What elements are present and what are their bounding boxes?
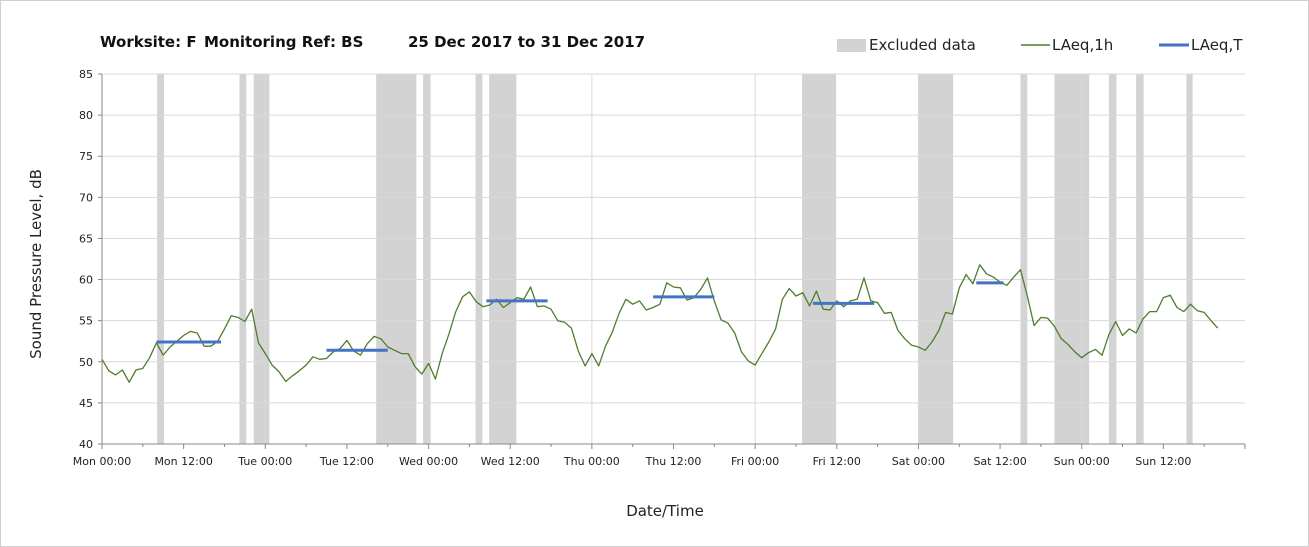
excluded-band: [1020, 74, 1028, 444]
x-tick-label: Mon 00:00: [73, 455, 131, 468]
chart-title-date-range: 25 Dec 2017 to 31 Dec 2017: [408, 33, 645, 51]
y-tick-label: 60: [79, 274, 93, 287]
excluded-data-bands: [157, 74, 1193, 444]
x-tick-label: Wed 00:00: [399, 455, 458, 468]
excluded-band: [253, 74, 270, 444]
excluded-band: [1054, 74, 1090, 444]
legend-excluded-swatch: [837, 39, 866, 52]
excluded-band: [1136, 74, 1144, 444]
excluded-band: [157, 74, 164, 444]
x-tick-label: Fri 00:00: [731, 455, 779, 468]
x-tick-label: Thu 00:00: [563, 455, 620, 468]
legend-laeq-1h-label: LAeq,1h: [1052, 36, 1113, 54]
y-tick-label: 65: [79, 232, 93, 245]
x-tick-label: Tue 12:00: [319, 455, 374, 468]
axes: [98, 73, 1246, 449]
y-tick-label: 70: [79, 191, 93, 204]
y-tick-label: 80: [79, 109, 93, 122]
excluded-band: [239, 74, 247, 444]
excluded-band: [1108, 74, 1117, 444]
gridlines: [102, 73, 1245, 444]
excluded-band: [423, 74, 431, 444]
series-layer: [101, 264, 1219, 383]
excluded-band: [1186, 74, 1193, 444]
y-tick-labels: 40 45 50 55 60 65 70 75 80 85: [79, 68, 93, 451]
excluded-band: [802, 74, 837, 444]
excluded-band: [918, 74, 954, 444]
legend-excluded-label: Excluded data: [869, 36, 976, 54]
x-tick-label: Mon 12:00: [154, 455, 212, 468]
y-tick-label: 50: [79, 356, 93, 369]
y-tick-label: 55: [79, 315, 93, 328]
x-tick-label: Sat 12:00: [973, 455, 1026, 468]
y-axis-title: Sound Pressure Level, dB: [27, 169, 45, 359]
y-tick-label: 75: [79, 150, 93, 163]
legend: Excluded data LAeq,1h LAeq,T: [837, 36, 1243, 54]
excluded-band: [489, 74, 517, 444]
y-tick-label: 40: [79, 438, 93, 451]
series-laeq-1h-line: [101, 264, 1219, 383]
chart-title-monitoring-ref: Monitoring Ref: BS: [204, 33, 363, 51]
chart-title-worksite: Worksite: F: [100, 33, 197, 51]
x-axis-title: Date/Time: [626, 502, 704, 520]
x-tick-label: Sun 00:00: [1054, 455, 1110, 468]
legend-laeq-t-label: LAeq,T: [1191, 36, 1243, 54]
y-tick-label: 85: [79, 68, 93, 81]
x-tick-label: Sat 00:00: [892, 455, 945, 468]
y-tick-label: 45: [79, 397, 93, 410]
x-tick-label: Tue 00:00: [237, 455, 292, 468]
x-tick-label: Wed 12:00: [481, 455, 540, 468]
x-tick-label: Thu 12:00: [645, 455, 702, 468]
x-tick-labels: Mon 00:00 Mon 12:00 Tue 00:00 Tue 12:00 Wed …: [73, 455, 1192, 468]
excluded-band: [376, 74, 417, 444]
x-tick-label: Fri 12:00: [813, 455, 861, 468]
x-tick-label: Sun 12:00: [1135, 455, 1191, 468]
excluded-band: [475, 74, 483, 444]
